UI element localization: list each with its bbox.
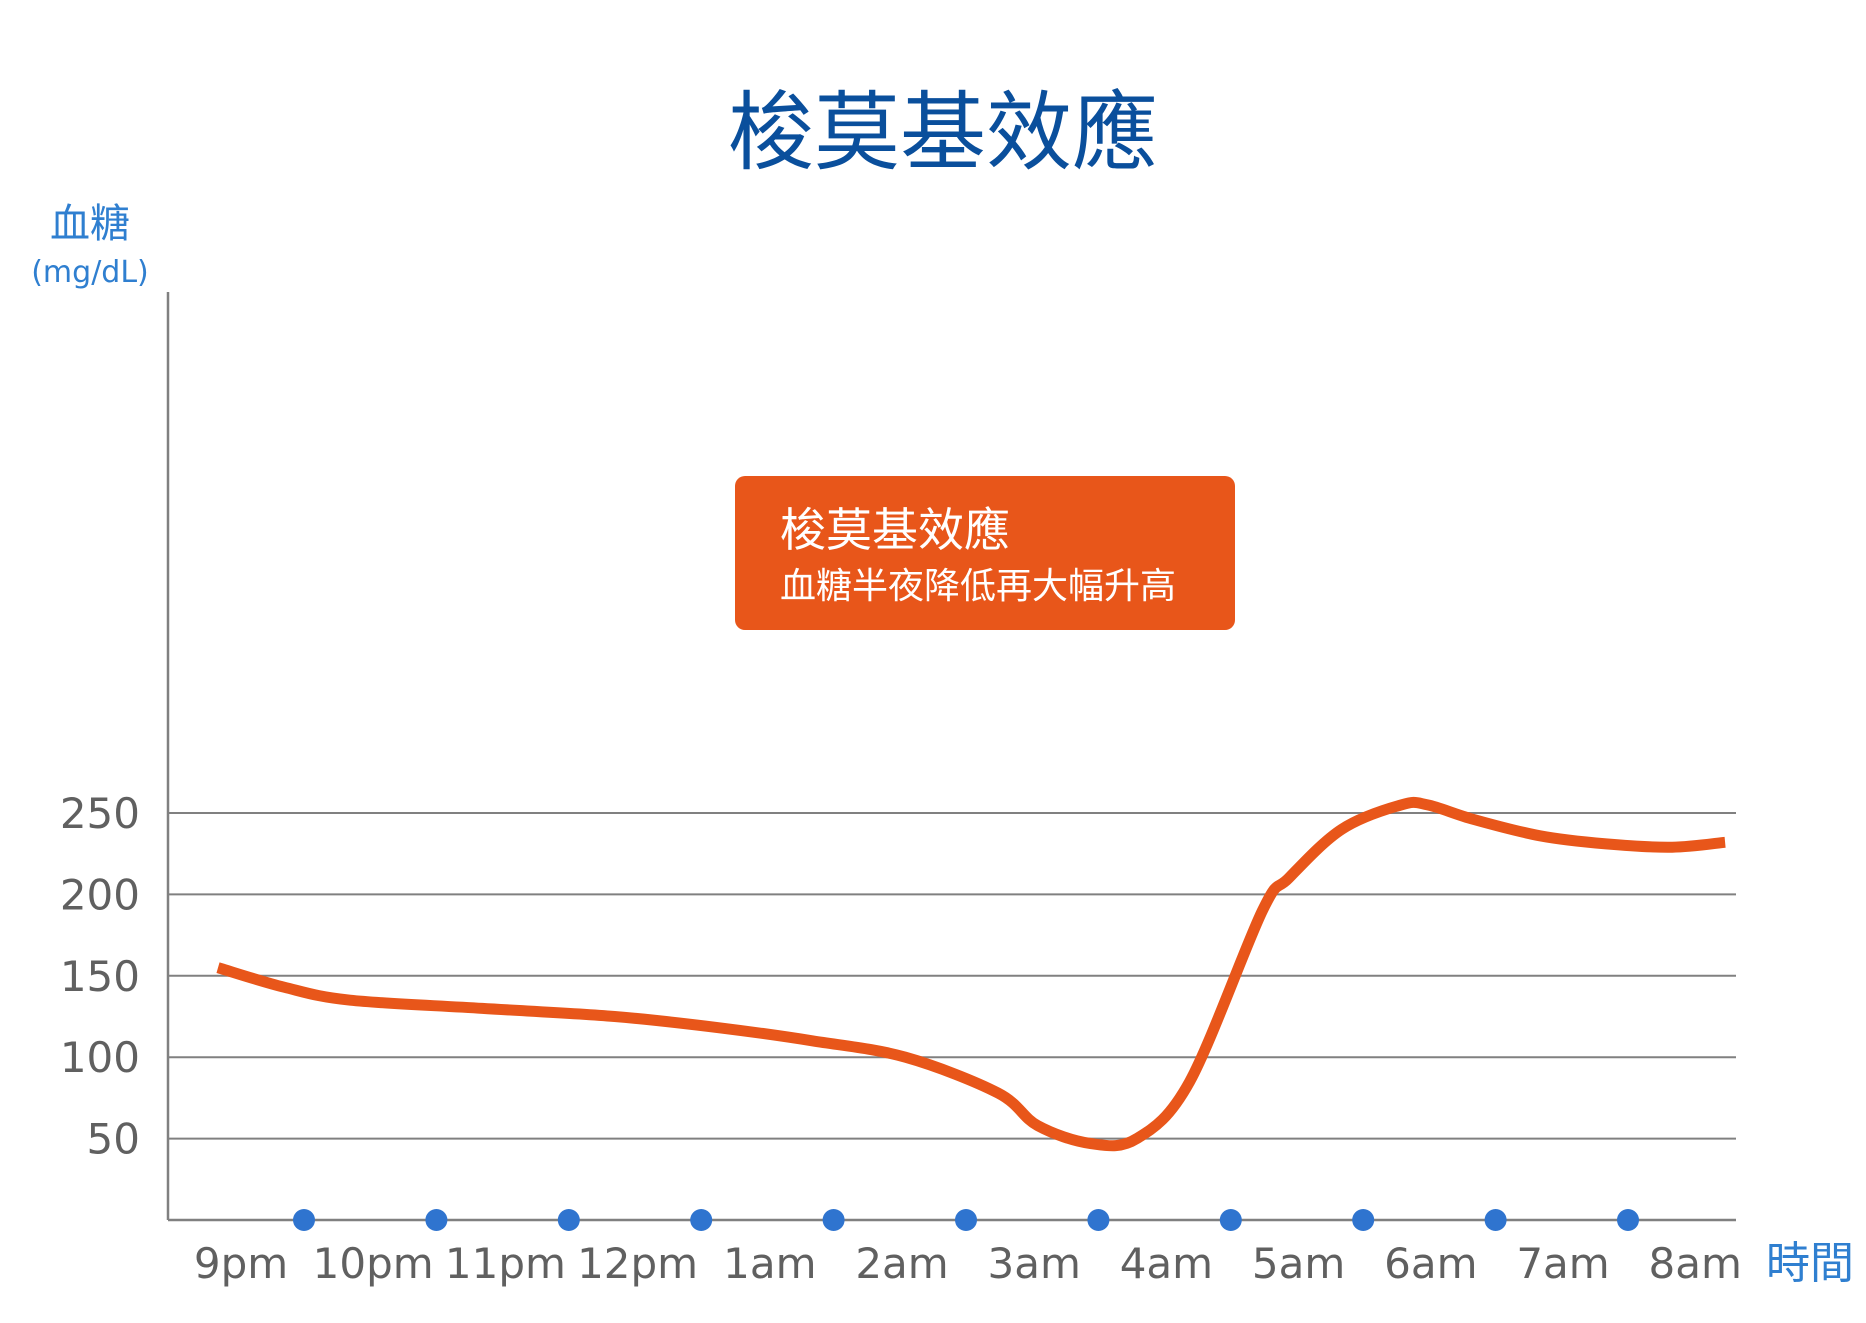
y-axis-unit: (mg/dL) [31, 255, 149, 290]
x-tick-label: 7am [1516, 1239, 1609, 1288]
x-tick-label: 10pm [313, 1239, 434, 1288]
x-tick-labels: 9pm 10pm 11pm 12pm 1am 2am 3am 4am 5am 6am 7am 8am [194, 1239, 1742, 1288]
x-axis-label: 時間 [1766, 1238, 1854, 1289]
x-tick-label: 5am [1252, 1239, 1345, 1288]
x-tick-marker [293, 1209, 315, 1231]
callout-text: 血糖半夜降低再大幅升高 [780, 566, 1176, 607]
gridlines [168, 812, 1736, 1140]
y-tick-label: 100 [60, 1033, 140, 1082]
x-tick-marker [690, 1209, 713, 1231]
x-tick-marker [1617, 1209, 1639, 1231]
x-tick-marker [1484, 1209, 1507, 1231]
x-tick-label: 3am [988, 1239, 1081, 1288]
x-tick-marker [1352, 1209, 1375, 1231]
y-tick-labels: 50 100 150 200 250 [60, 789, 140, 1164]
x-tick-marker [1219, 1209, 1242, 1231]
x-tick-marker [1087, 1209, 1110, 1231]
x-tick-label: 2am [855, 1239, 948, 1288]
chart-title: 梭莫基效應 [728, 83, 1158, 183]
y-tick-label: 50 [87, 1115, 140, 1164]
x-tick-marker [425, 1209, 448, 1231]
y-tick-label: 150 [60, 952, 140, 1001]
x-tick-markers [293, 1209, 1639, 1231]
x-tick-label: 6am [1384, 1239, 1477, 1288]
callout-title: 梭莫基效應 [780, 503, 1010, 557]
y-tick-label: 200 [60, 870, 140, 919]
x-tick-label: 11pm [445, 1239, 566, 1288]
series-line [216, 796, 1726, 1152]
x-tick-marker [955, 1209, 977, 1231]
x-tick-label: 4am [1120, 1239, 1213, 1288]
callout-box [735, 476, 1235, 630]
annotation-callout: 梭莫基效應 血糖半夜降低再大幅升高 [735, 476, 1235, 630]
y-tick-label: 250 [60, 789, 140, 838]
x-tick-label: 9pm [194, 1239, 288, 1288]
x-tick-label: 8am [1649, 1239, 1742, 1288]
x-tick-marker [557, 1209, 580, 1231]
x-tick-label: 1am [723, 1239, 816, 1288]
y-axis-label: 血糖 [50, 201, 130, 247]
x-tick-marker [822, 1209, 845, 1231]
x-tick-label: 12pm [577, 1239, 698, 1288]
